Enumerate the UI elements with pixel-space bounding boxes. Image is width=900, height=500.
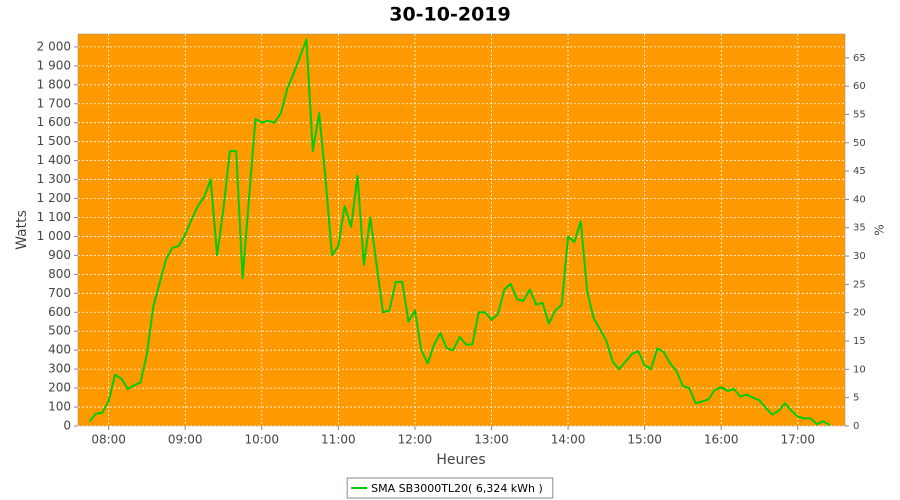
legend-box	[346, 477, 554, 499]
x-tick-label: 15:00	[627, 433, 662, 447]
y2-tick-label: 30	[853, 251, 866, 262]
x-tick-label: 08:00	[91, 433, 126, 447]
y2-axis-label: %	[873, 224, 887, 235]
y2-tick-label: 25	[853, 279, 866, 290]
y2-tick-label: 65	[853, 53, 866, 64]
y-tick-label: 1 900	[37, 58, 71, 72]
chart-title: 30-10-2019	[389, 4, 511, 26]
y2-tick-label: 5	[853, 393, 859, 404]
x-tick-label: 11:00	[321, 433, 356, 447]
y-tick-label: 200	[48, 381, 71, 395]
x-tick-label: 12:00	[398, 433, 433, 447]
y-tick-label: 1 700	[37, 96, 71, 110]
x-tick-label: 09:00	[168, 433, 203, 447]
y2-tick-label: 0	[853, 421, 859, 432]
y-tick-label: 500	[48, 324, 71, 338]
x-tick-label: 17:00	[780, 433, 815, 447]
y-tick-label: 0	[63, 419, 71, 433]
x-tick-label: 10:00	[244, 433, 279, 447]
y-tick-label: 1 100	[37, 210, 71, 224]
y2-tick-label: 50	[853, 138, 866, 149]
x-tick-label: 13:00	[474, 433, 509, 447]
y2-tick-label: 15	[853, 336, 866, 347]
x-axis-label: Heures	[436, 452, 485, 468]
y2-tick-label: 40	[853, 194, 866, 205]
y2-tick-label: 35	[853, 223, 866, 234]
y-tick-label: 300	[48, 362, 71, 376]
y-tick-label: 900	[48, 248, 71, 262]
y2-tick-label: 45	[853, 166, 866, 177]
y-tick-label: 1 800	[37, 77, 71, 91]
y-tick-label: 1 300	[37, 172, 71, 186]
y-tick-label: 100	[48, 400, 71, 414]
plot-area	[77, 33, 846, 427]
y-axis-label: Watts	[14, 210, 30, 250]
y-tick-label: 1 600	[37, 115, 71, 129]
y-tick-label: 400	[48, 343, 71, 357]
y-tick-label: 2 000	[37, 39, 71, 53]
y2-tick-label: 10	[853, 364, 866, 375]
y-tick-label: 600	[48, 305, 71, 319]
y-tick-label: 1 400	[37, 153, 71, 167]
y2-tick-label: 20	[853, 308, 866, 319]
y-tick-label: 700	[48, 286, 71, 300]
y-tick-label: 800	[48, 267, 71, 281]
legend-label: SMA SB3000TL20( 6,324 kWh )	[371, 482, 543, 495]
legend: SMA SB3000TL20( 6,324 kWh )	[346, 477, 554, 499]
y-tick-label: 1 000	[37, 229, 71, 243]
y-tick-label: 1 500	[37, 134, 71, 148]
x-tick-label: 14:00	[551, 433, 586, 447]
line-series	[88, 38, 831, 426]
y2-tick-label: 55	[853, 109, 866, 120]
x-tick-label: 16:00	[704, 433, 739, 447]
y-tick-label: 1 200	[37, 191, 71, 205]
y2-tick-label: 60	[853, 81, 866, 92]
